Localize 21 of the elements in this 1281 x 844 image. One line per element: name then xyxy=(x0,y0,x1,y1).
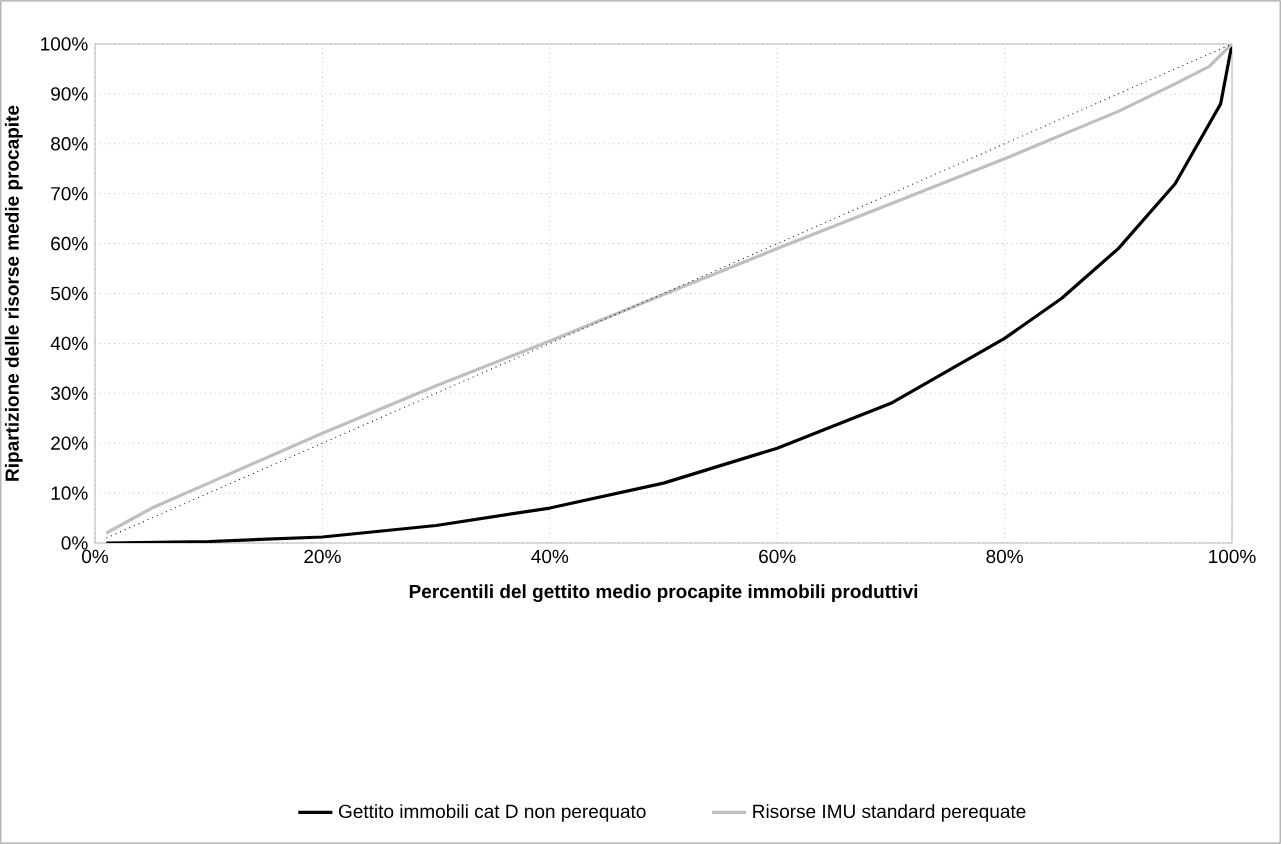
y-tick-label: 20% xyxy=(51,436,88,450)
x-tick-label: 0% xyxy=(82,549,109,564)
legend-label: Gettito immobili cat D non perequato xyxy=(338,804,646,822)
x-tick-label: 40% xyxy=(531,549,569,564)
y-tick-label: 30% xyxy=(50,386,88,401)
x-tick-label: 100% xyxy=(1209,549,1256,564)
x-tick-label: 20% xyxy=(304,549,341,564)
y-tick-label: 90% xyxy=(51,87,88,101)
y-axis-title: Ripartizione delle risorse medie procapite xyxy=(4,105,23,481)
y-tick-label: 50% xyxy=(51,286,88,301)
x-tick-label: 60% xyxy=(759,549,796,564)
y-tick-label: 60% xyxy=(51,236,88,251)
y-tick-label: 0% xyxy=(61,536,88,550)
y-tick-label: 40% xyxy=(50,336,88,351)
legend-label: Risorse IMU standard perequate xyxy=(753,804,1026,822)
y-tick-label: 80% xyxy=(51,137,88,151)
y-tick-label: 100% xyxy=(41,37,88,51)
x-axis-title: Percentili del gettito medio procapite immobili produttivi xyxy=(409,584,918,603)
y-tick-label: 10% xyxy=(51,486,88,500)
y-tick-label: 70% xyxy=(51,186,88,201)
x-tick-label: 80% xyxy=(986,549,1023,564)
